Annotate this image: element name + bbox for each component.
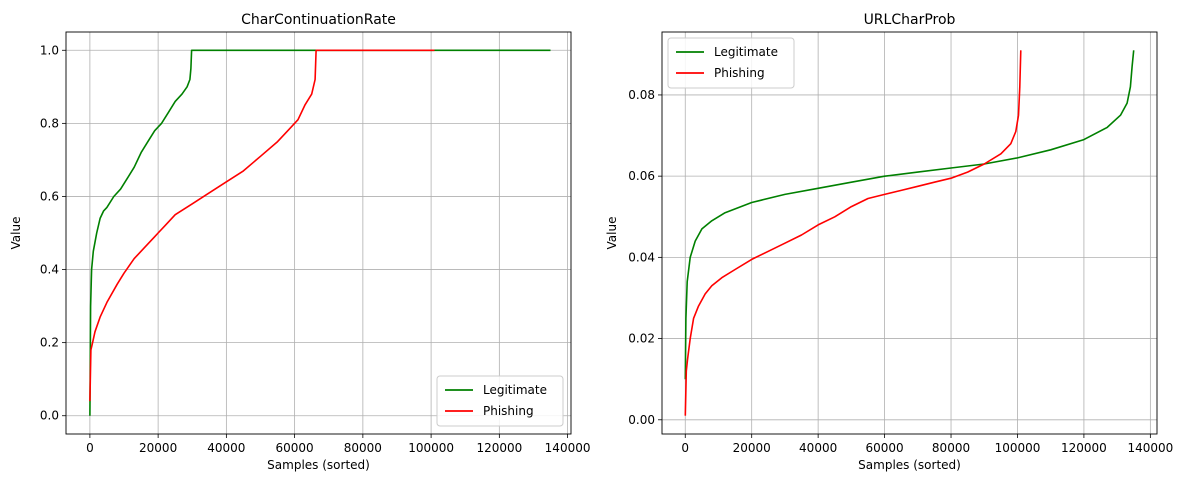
plot-frame: [661, 31, 1158, 435]
x-tick-label: 40000: [207, 441, 245, 455]
legend-box: [436, 375, 564, 427]
chart-panel-1: 0 20000 40000 60000 80000 100000 120000 140000 0…: [9, 12, 590, 472]
y-tick-label: 0.2: [40, 336, 59, 350]
x-tick-label: 0: [681, 441, 689, 455]
chart-title: URLCharProb: [864, 12, 956, 28]
x-tick-label: 40000: [799, 441, 837, 455]
x-tick-label: 100000: [995, 441, 1041, 455]
x-tick-label: 120000: [1061, 441, 1107, 455]
y-tick-label: 0.06: [628, 169, 655, 183]
y-axis-label: Value: [9, 217, 23, 250]
x-tick-label: 0: [86, 441, 94, 455]
legend-label-legitimate: Legitimate: [714, 45, 778, 59]
legend-label-legitimate: Legitimate: [483, 383, 547, 397]
y-tick-label: 0.4: [40, 263, 59, 277]
legend: Legitimate Phishing: [436, 375, 564, 427]
legend-label-phishing: Phishing: [714, 66, 765, 80]
series-line-phishing: [684, 50, 1022, 416]
series-line-legitimate: [684, 50, 1135, 380]
x-tick-label: 80000: [932, 441, 970, 455]
series-line-legitimate: [89, 49, 551, 416]
x-axis-label: Samples (sorted): [858, 458, 961, 472]
x-tick-label: 20000: [733, 441, 771, 455]
y-tick-label: 0.04: [628, 250, 655, 264]
x-tick-label: 140000: [1127, 441, 1173, 455]
y-tick-label: 0.8: [40, 116, 59, 130]
x-tick-label: 60000: [865, 441, 903, 455]
y-tick-label: 0.6: [40, 189, 59, 203]
y-tick-label: 0.02: [628, 332, 655, 346]
x-tick-label: 100000: [408, 441, 454, 455]
y-tick-label: 0.00: [628, 413, 655, 427]
y-tick-label: 0.0: [40, 409, 59, 423]
x-axis-label: Samples (sorted): [267, 458, 370, 472]
x-tick-label: 80000: [344, 441, 382, 455]
y-axis-label: Value: [605, 217, 619, 250]
plot-frame: [65, 31, 572, 435]
legend: Legitimate Phishing: [667, 37, 795, 89]
x-tick-label: 140000: [545, 441, 591, 455]
x-tick-label: 60000: [276, 441, 314, 455]
x-tick-label: 20000: [139, 441, 177, 455]
y-tick-label: 1.0: [40, 43, 59, 57]
series-line-phishing: [89, 49, 435, 402]
legend-label-phishing: Phishing: [483, 404, 534, 418]
y-tick-label: 0.08: [628, 88, 655, 102]
chart-panel-2: 0 20000 40000 60000 80000 100000 120000 140000 0…: [605, 12, 1173, 472]
x-tick-label: 120000: [476, 441, 522, 455]
legend-box: [667, 37, 795, 89]
chart-title: CharContinuationRate: [241, 12, 396, 28]
